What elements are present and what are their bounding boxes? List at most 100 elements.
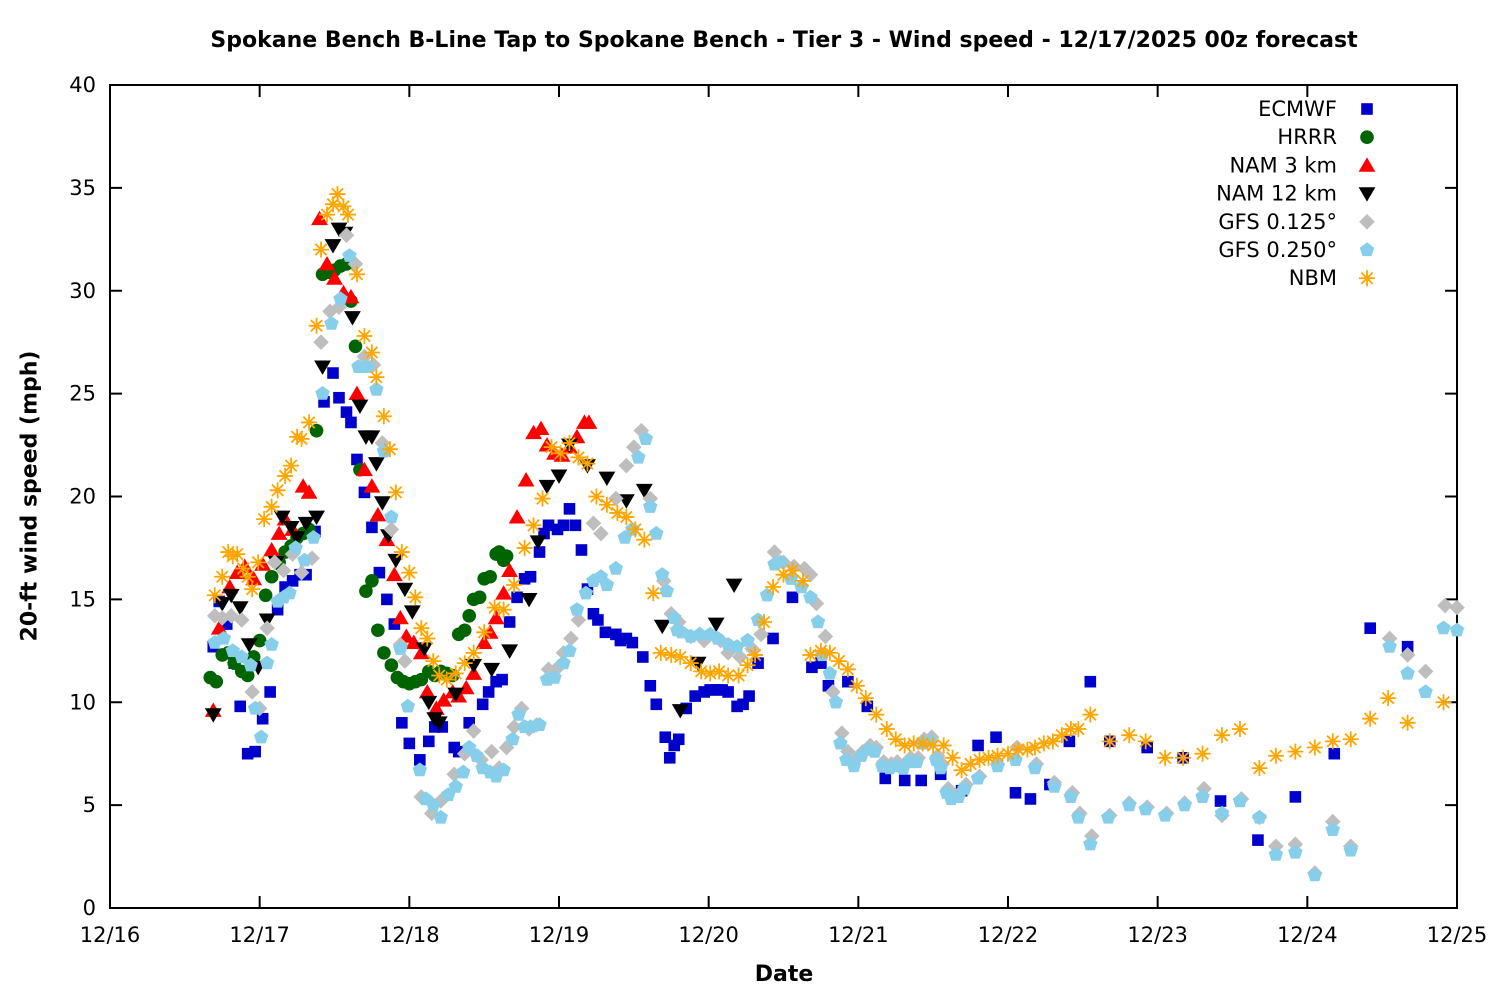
data-point-marker <box>263 541 281 557</box>
data-point-marker <box>879 772 892 785</box>
data-point-marker <box>436 721 449 733</box>
data-point-marker <box>730 667 747 684</box>
data-point-marker <box>356 328 373 345</box>
data-point-marker <box>216 630 231 645</box>
data-point-marker <box>220 618 233 630</box>
y-tick-label: 40 <box>69 73 96 97</box>
data-point-marker <box>322 303 338 320</box>
data-point-marker <box>469 748 484 762</box>
data-point-marker <box>1437 597 1453 614</box>
data-point-marker <box>1361 103 1373 115</box>
data-point-marker <box>752 657 764 669</box>
data-point-marker <box>318 256 336 271</box>
plot-border <box>109 84 1458 909</box>
data-point-marker <box>319 206 336 223</box>
data-point-marker <box>356 461 373 477</box>
data-point-marker <box>369 507 387 522</box>
data-point-marker <box>990 758 1005 773</box>
data-point-marker <box>547 670 562 684</box>
data-point-marker <box>511 591 523 604</box>
data-point-marker <box>1399 647 1416 663</box>
data-point-marker <box>990 731 1002 744</box>
data-point-marker <box>626 439 642 455</box>
x-tick-label: 12/18 <box>379 923 440 947</box>
data-point-marker <box>631 449 646 464</box>
data-point-marker <box>753 626 769 643</box>
data-point-marker <box>533 546 546 558</box>
data-point-marker <box>1063 789 1079 803</box>
data-point-marker <box>456 655 473 672</box>
legend-label-nbm: NBM <box>1289 266 1337 290</box>
data-point-marker <box>233 612 250 628</box>
data-point-marker <box>1436 620 1451 635</box>
data-point-marker <box>1328 747 1341 760</box>
y-tick-label: 35 <box>69 176 96 200</box>
data-point-marker <box>397 653 413 669</box>
data-point-marker <box>499 549 514 563</box>
data-point-marker <box>288 531 306 546</box>
data-point-marker <box>244 684 260 700</box>
data-point-marker <box>1268 846 1284 861</box>
data-point-marker <box>989 747 1006 764</box>
data-point-marker <box>418 683 436 699</box>
data-point-marker <box>403 605 421 620</box>
data-point-marker <box>252 633 267 648</box>
data-point-marker <box>784 562 801 579</box>
data-point-marker <box>384 658 399 673</box>
data-point-marker <box>627 521 644 538</box>
data-point-marker <box>430 716 448 731</box>
data-point-marker <box>867 744 882 758</box>
data-point-marker <box>570 449 587 466</box>
data-point-marker <box>1358 187 1376 202</box>
data-point-marker <box>815 657 827 669</box>
x-tick-label: 12/16 <box>80 923 141 947</box>
data-point-marker <box>1382 639 1397 653</box>
data-point-marker <box>264 637 279 651</box>
data-point-marker <box>840 743 856 760</box>
data-point-marker <box>383 521 400 538</box>
data-point-marker <box>538 527 550 540</box>
data-point-marker <box>1070 720 1087 737</box>
data-point-marker <box>557 519 570 532</box>
data-point-marker <box>331 299 347 316</box>
data-point-marker <box>1175 749 1192 766</box>
x-tick-label: 12/22 <box>978 923 1039 947</box>
data-point-marker <box>329 186 346 203</box>
data-point-marker <box>739 657 756 674</box>
data-point-marker <box>234 700 247 713</box>
data-point-marker <box>935 737 952 754</box>
data-point-marker <box>636 531 653 548</box>
data-point-marker <box>347 256 364 272</box>
series-nbm <box>206 186 1452 779</box>
data-point-marker <box>810 614 826 629</box>
data-point-marker <box>722 686 734 698</box>
data-point-marker <box>747 646 764 663</box>
data-point-marker <box>415 642 433 657</box>
data-point-marker <box>682 655 699 672</box>
data-point-marker <box>794 572 811 589</box>
data-point-marker <box>286 575 299 587</box>
data-point-marker <box>934 768 947 781</box>
data-point-marker <box>524 570 537 583</box>
data-point-marker <box>914 735 931 752</box>
data-point-marker <box>338 227 355 243</box>
data-point-marker <box>980 749 997 766</box>
data-point-marker <box>1289 791 1302 803</box>
data-point-marker <box>432 793 449 809</box>
data-point-marker <box>1252 834 1264 846</box>
data-point-marker <box>293 430 310 447</box>
data-point-marker <box>822 665 838 680</box>
data-point-marker <box>433 809 448 824</box>
data-point-marker <box>710 684 722 696</box>
data-point-marker <box>1194 745 1211 762</box>
data-point-marker <box>698 686 710 698</box>
data-point-marker <box>944 749 961 766</box>
data-point-marker <box>671 704 689 719</box>
data-point-marker <box>1053 727 1070 744</box>
data-point-marker <box>1399 714 1416 731</box>
data-point-marker <box>213 597 231 612</box>
data-point-marker <box>1082 706 1099 723</box>
data-point-marker <box>592 614 604 626</box>
data-point-marker <box>516 539 533 556</box>
data-point-marker <box>756 614 773 631</box>
